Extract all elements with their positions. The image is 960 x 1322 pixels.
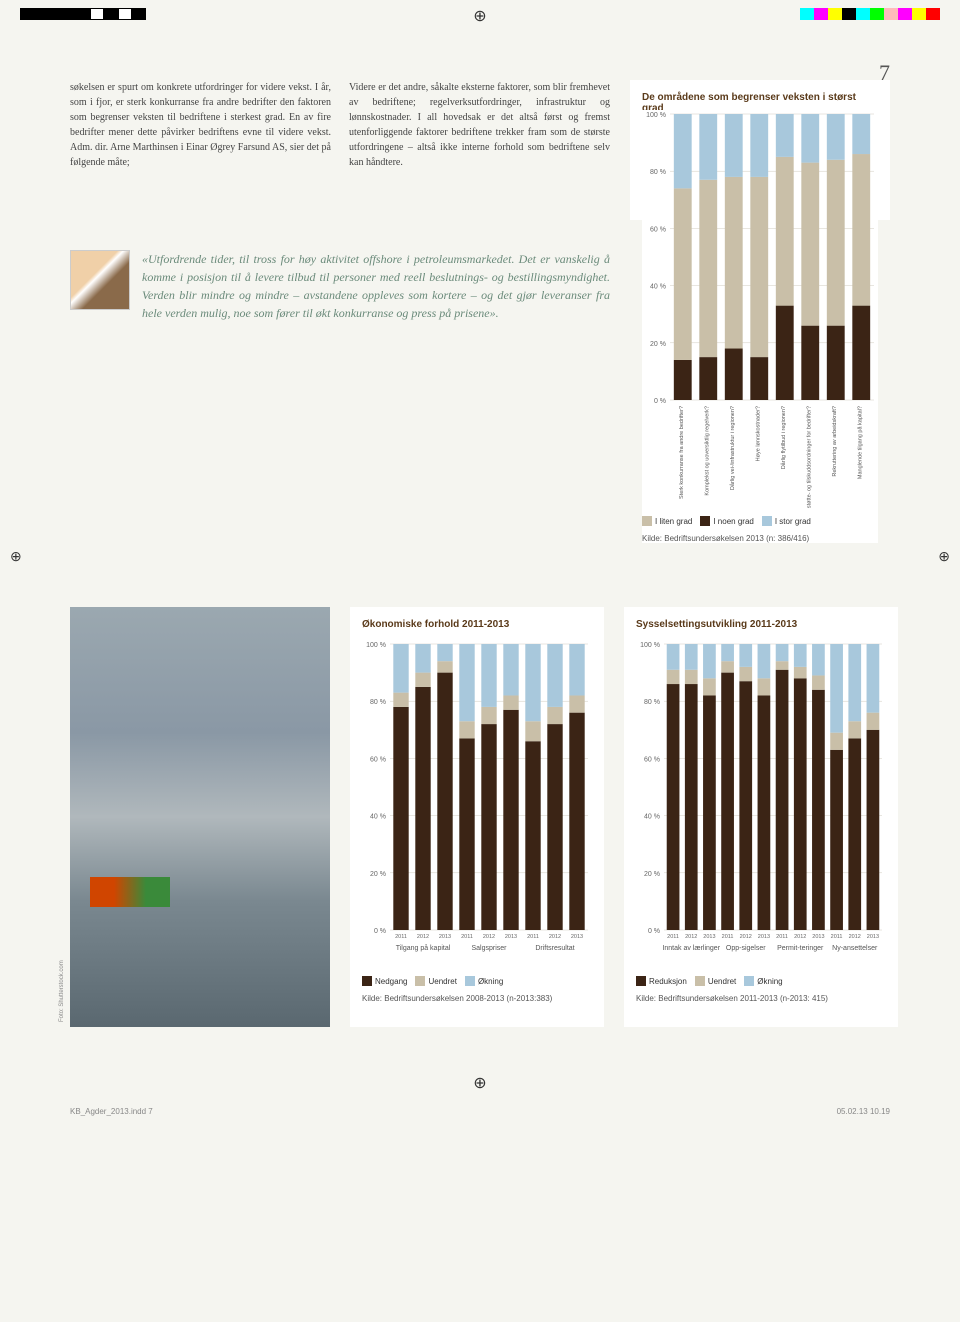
registration-target-icon: ⊕ — [473, 6, 486, 26]
landscape-photo — [70, 607, 330, 1027]
svg-text:100 %: 100 % — [646, 112, 666, 119]
chart-source: Kilde: Bedriftsundersøkelsen 2013 (n: 38… — [642, 534, 878, 543]
svg-text:2012: 2012 — [549, 934, 561, 940]
svg-text:60 %: 60 % — [644, 756, 660, 763]
svg-text:2013: 2013 — [571, 934, 583, 940]
svg-text:2013: 2013 — [505, 934, 517, 940]
stacked-bar-chart: 100 % 80 % 60 % 40 % 20 % 0 % Sterk konkurrans… — [642, 110, 878, 510]
body-column-1: søkelsen er spurt om konkrete utfordring… — [70, 80, 331, 220]
svg-text:40 %: 40 % — [650, 284, 666, 291]
svg-text:40 %: 40 % — [644, 814, 660, 821]
svg-text:Sterk konkurranse fra andre be: Sterk konkurranse fra andre bedrifter? — [679, 406, 685, 499]
svg-text:0 %: 0 % — [654, 398, 666, 405]
registration-marks-bottom: ⊕ — [0, 1067, 960, 1097]
chart-source: Kilde: Bedriftsundersøkelsen 2011-2013 (… — [636, 994, 886, 1003]
photo-credit: Foto: Shutterstock.com — [59, 960, 65, 1022]
page-content: 7 ⊕ ⊕ søkelsen er spurt om konkrete utfo… — [0, 30, 960, 1067]
quote-text: «Utfordrende tider, til tross for høy ak… — [142, 250, 610, 322]
svg-text:Permit-teringer: Permit-teringer — [777, 945, 824, 952]
chart-title: Sysselsettingsutvikling 2011-2013 — [636, 619, 886, 630]
svg-text:Rekruttering av arbeidskraft?: Rekruttering av arbeidskraft? — [832, 406, 838, 477]
chart-title: Økonomiske forhold 2011-2013 — [362, 619, 592, 630]
chart-employment: Sysselsettingsutvikling 2011-2013 100 % 8… — [624, 607, 898, 1027]
svg-text:80 %: 80 % — [650, 169, 666, 176]
svg-text:2011: 2011 — [722, 934, 734, 940]
svg-text:40 %: 40 % — [370, 814, 386, 821]
svg-text:Manglende tilgang på kapital?: Manglende tilgang på kapital? — [856, 406, 863, 479]
print-footer: KB_Agder_2013.indd 7 05.02.13 10.19 — [0, 1097, 960, 1126]
svg-text:2013: 2013 — [867, 934, 879, 940]
svg-text:Ny-ansettelser: Ny-ansettelser — [832, 945, 878, 952]
svg-text:Høye lønnskostnader?: Høye lønnskostnader? — [755, 406, 761, 461]
svg-text:60 %: 60 % — [650, 226, 666, 233]
footer-timestamp: 05.02.13 10.19 — [837, 1107, 890, 1116]
svg-text:2011: 2011 — [527, 934, 539, 940]
svg-text:2012: 2012 — [483, 934, 495, 940]
svg-text:20 %: 20 % — [650, 341, 666, 348]
svg-text:2011: 2011 — [461, 934, 473, 940]
svg-text:Inntak av lærlinger: Inntak av lærlinger — [662, 945, 720, 952]
svg-text:2012: 2012 — [417, 934, 429, 940]
svg-text:100 %: 100 % — [640, 642, 660, 649]
chart-source: Kilde: Bedriftsundersøkelsen 2008-2013 (… — [362, 994, 592, 1003]
svg-text:2011: 2011 — [831, 934, 843, 940]
chart-legend: NedgangUendretØkning — [362, 976, 592, 986]
svg-text:2012: 2012 — [849, 934, 861, 940]
svg-text:20 %: 20 % — [370, 871, 386, 878]
svg-text:2011: 2011 — [395, 934, 407, 940]
svg-text:2013: 2013 — [812, 934, 824, 940]
registration-target-icon: ⊕ — [10, 549, 22, 566]
svg-text:Dårlig vei-/infrastruktur i re: Dårlig vei-/infrastruktur i regionen? — [729, 406, 736, 490]
footer-filename: KB_Agder_2013.indd 7 — [70, 1107, 153, 1116]
svg-text:80 %: 80 % — [644, 699, 660, 706]
svg-text:Tilgang på kapital: Tilgang på kapital — [396, 944, 451, 952]
svg-text:Mangel på offentlige støtte- o: Mangel på offentlige støtte- og tilskudd… — [805, 406, 812, 510]
author-photo — [70, 250, 130, 310]
svg-text:Driftsresultat: Driftsresultat — [535, 945, 574, 952]
chart-legend: ReduksjonUendretØkning — [636, 976, 886, 986]
svg-text:0 %: 0 % — [648, 928, 660, 935]
svg-text:80 %: 80 % — [370, 699, 386, 706]
svg-text:Dårlig flytilbud i regionen?: Dårlig flytilbud i regionen? — [780, 406, 787, 469]
svg-text:20 %: 20 % — [644, 871, 660, 878]
registration-marks-top: ⊕ — [0, 0, 960, 30]
stacked-bar-chart: 100 % 80 % 60 % 40 % 20 % 0 % 2011 2012 2013 2011… — [362, 640, 592, 970]
svg-text:2011: 2011 — [776, 934, 788, 940]
stacked-bar-chart: 100 % 80 % 60 % 40 % 20 % 0 % 2011 2012 2013 2011… — [636, 640, 886, 970]
chart-economic: Økonomiske forhold 2011-2013 100 % 80 % 60… — [350, 607, 604, 1027]
svg-text:2013: 2013 — [758, 934, 770, 940]
svg-text:0 %: 0 % — [374, 928, 386, 935]
svg-text:Opp-sigelser: Opp-sigelser — [726, 945, 766, 952]
registration-target-icon: ⊕ — [938, 549, 950, 566]
svg-text:2012: 2012 — [794, 934, 806, 940]
chart-legend: I liten gradI noen gradI stor grad — [642, 516, 878, 526]
svg-text:2013: 2013 — [439, 934, 451, 940]
svg-text:Komplekst og uoversiktlig rege: Komplekst og uoversiktlig regelverk? — [704, 406, 710, 496]
svg-text:2012: 2012 — [685, 934, 697, 940]
chart-growth-limits: De områdene som begrenser veksten i stør… — [630, 80, 890, 220]
svg-text:2013: 2013 — [703, 934, 715, 940]
svg-text:100 %: 100 % — [366, 642, 386, 649]
svg-text:2011: 2011 — [667, 934, 679, 940]
svg-text:Salgspriser: Salgspriser — [471, 945, 507, 952]
svg-text:60 %: 60 % — [370, 756, 386, 763]
ship-in-photo — [90, 877, 170, 907]
body-column-2: Videre er det andre, såkalte eksterne fa… — [349, 80, 610, 220]
svg-text:2012: 2012 — [740, 934, 752, 940]
registration-target-icon: ⊕ — [473, 1073, 486, 1093]
